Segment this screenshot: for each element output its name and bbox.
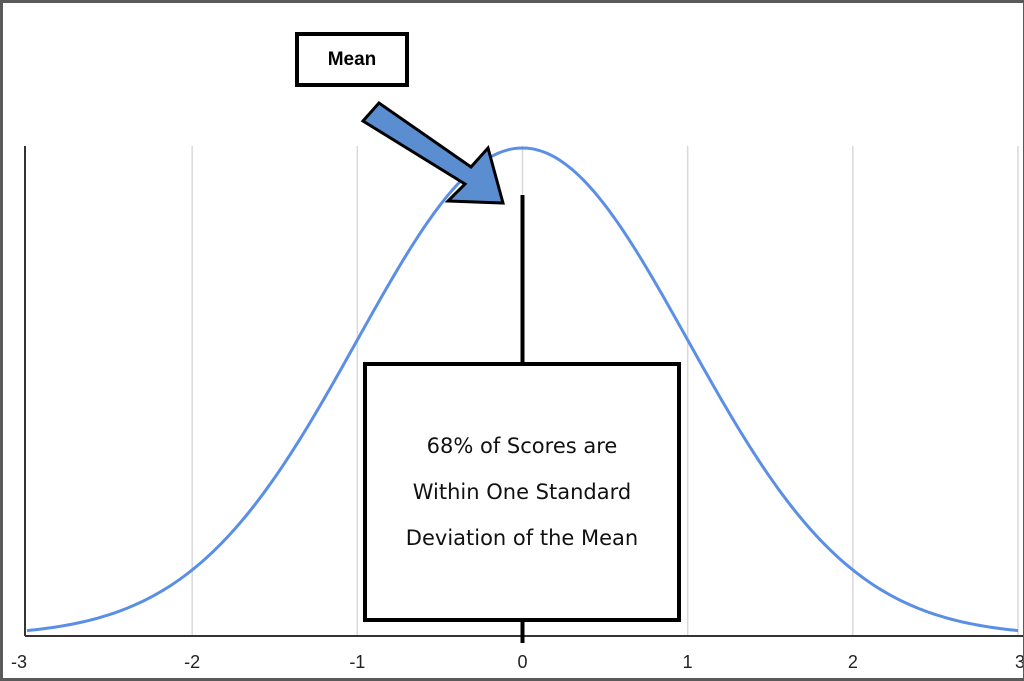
- normal-distribution-chart: -3 -2 -1 0 1 2 3: [11, 101, 1024, 672]
- x-tick-labels: -3 -2 -1 0 1 2 3: [11, 652, 1024, 672]
- x-tick-label: 0: [517, 652, 527, 672]
- mean-label-box: Mean: [295, 32, 409, 87]
- mean-arrow: [360, 101, 505, 205]
- mean-label: Mean: [327, 48, 377, 70]
- x-tick-label: 2: [848, 652, 858, 672]
- x-tick-label: -3: [11, 652, 27, 672]
- x-tick-label: -1: [349, 652, 365, 672]
- annotation-line-3: Deviation of the Mean: [405, 526, 639, 550]
- annotation-line-1: 68% of Scores are: [426, 434, 618, 458]
- x-tick-label: 1: [683, 652, 693, 672]
- x-tick-label: 3: [1015, 652, 1024, 672]
- annotation-box: 68% of Scores are Within One Standard De…: [363, 362, 681, 622]
- annotation-line-2: Within One Standard: [412, 480, 632, 504]
- x-tick-label: -2: [184, 652, 200, 672]
- normal-curve: [26, 146, 1019, 633]
